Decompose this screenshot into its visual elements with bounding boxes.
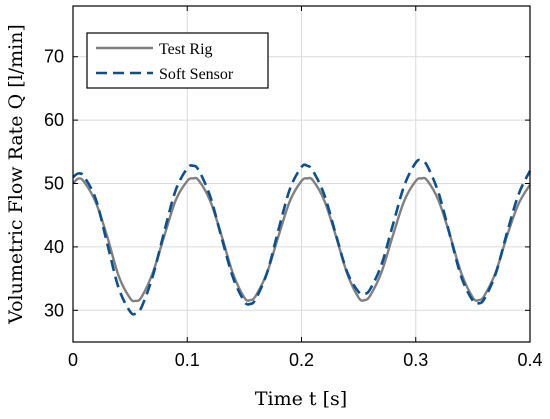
series-lines	[72, 158, 532, 316]
x-tick-label: 0	[68, 350, 78, 370]
legend-label-test-rig: Test Rig	[159, 41, 213, 58]
y-tick-label: 30	[44, 300, 64, 320]
y-tick-label: 50	[44, 174, 64, 194]
axis-ticks: 0 0.1 0.2 0.3 0.4 30 40 50 60 70	[44, 6, 543, 370]
x-tick-label: 0.4	[517, 350, 542, 370]
legend-label-soft-sensor: Soft Sensor	[159, 66, 234, 83]
legend: Test Rig Soft Sensor	[86, 32, 269, 89]
y-tick-label: 70	[44, 47, 64, 67]
y-axis-label: Volumetric Flow Rate Q [l/min]	[5, 24, 27, 325]
series-line-soft-sensor	[72, 158, 532, 316]
x-tick-label: 0.1	[175, 350, 200, 370]
x-tick-label: 0.3	[403, 350, 428, 370]
x-tick-label: 0.2	[289, 350, 314, 370]
y-tick-label: 60	[44, 110, 64, 130]
legend-box	[86, 32, 269, 89]
x-axis-label: Time t [s]	[255, 388, 347, 410]
y-tick-label: 40	[44, 237, 64, 257]
